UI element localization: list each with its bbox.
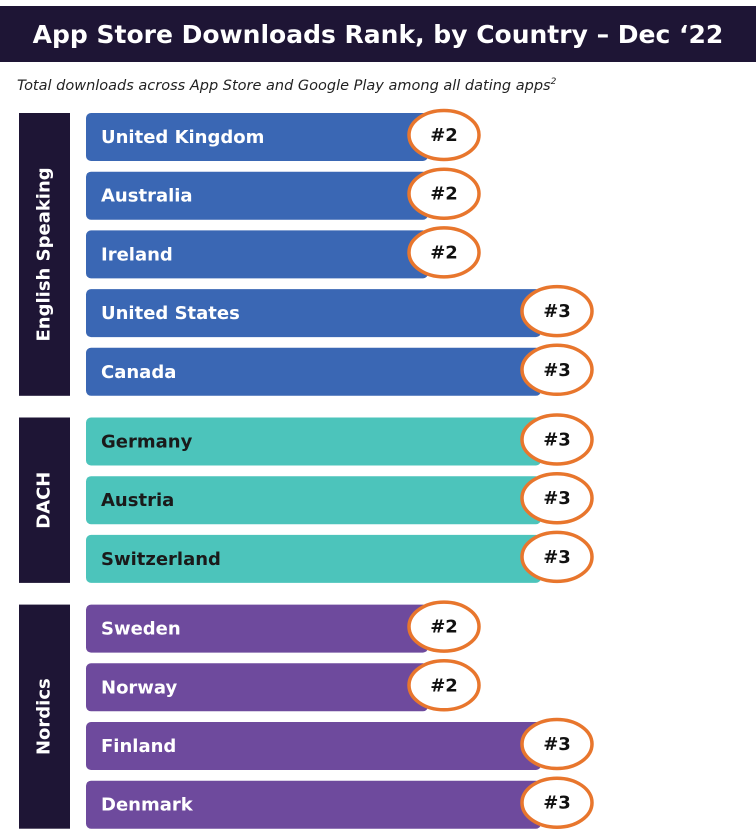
bar: [86, 476, 541, 525]
bar-label: Canada: [101, 362, 176, 383]
rank-label: #2: [430, 125, 458, 146]
bar-label: Switzerland: [101, 549, 221, 570]
rank-badge: [407, 226, 481, 279]
bar-label: Ireland: [101, 244, 173, 265]
rank-badge: [407, 600, 481, 653]
group-label: Nordics: [34, 678, 55, 755]
rank-badge: [520, 284, 594, 338]
bar-label: Finland: [101, 736, 176, 757]
rank-badge: [520, 717, 594, 771]
rank-label: #2: [430, 617, 458, 638]
rank-label: #3: [543, 547, 571, 568]
rank-label: #3: [543, 301, 571, 322]
group-label: English Speaking: [34, 167, 55, 341]
chart-subtitle-footnote: 2: [550, 77, 557, 87]
bar: [86, 230, 428, 279]
bar: [86, 534, 541, 583]
rank-badge: [520, 413, 594, 466]
bar: [86, 417, 541, 466]
chart-title: App Store Downloads Rank, by Country – D…: [32, 19, 724, 49]
bar-label: Denmark: [101, 795, 194, 816]
bar-label: Germany: [101, 432, 193, 453]
bar: [86, 663, 428, 712]
chart-subtitle: Total downloads across App Store and Goo…: [17, 77, 556, 94]
rank-label: #2: [430, 242, 458, 263]
chart-title-bar: App Store Downloads Rank, by Country – D…: [0, 6, 756, 62]
rank-label: #3: [543, 488, 571, 509]
rank-label: #2: [430, 184, 458, 205]
rank-label: #3: [543, 430, 571, 451]
bar: [86, 113, 428, 161]
bar: [86, 171, 428, 220]
bar-label: United Kingdom: [101, 127, 264, 148]
rank-badge: [407, 167, 481, 220]
rank-badge: [520, 343, 594, 397]
rank-label: #3: [543, 360, 571, 381]
group-label-bg: [19, 417, 70, 583]
bar: [86, 289, 541, 338]
bar-label: United States: [101, 303, 240, 324]
bar-label: Australia: [101, 186, 193, 207]
rank-badge: [520, 471, 594, 525]
bar: [86, 604, 428, 653]
bar-label: Sweden: [101, 619, 181, 640]
bar-label: Austria: [101, 490, 174, 511]
rank-label: #3: [543, 793, 571, 814]
bar: [86, 780, 541, 829]
rank-badge: [407, 108, 481, 162]
rank-label: #2: [430, 675, 458, 696]
bar: [86, 722, 541, 770]
rank-label: #3: [543, 734, 571, 755]
bar-label: Norway: [101, 677, 178, 698]
rank-badge: [520, 776, 594, 829]
rank-badge: [407, 659, 481, 712]
group-label: DACH: [34, 472, 55, 529]
rank-badge: [520, 530, 594, 584]
group-label-bg: [19, 604, 70, 829]
chart-subtitle-text: Total downloads across App Store and Goo…: [17, 77, 551, 94]
group-label-bg: [19, 113, 70, 396]
bar: [86, 347, 541, 396]
